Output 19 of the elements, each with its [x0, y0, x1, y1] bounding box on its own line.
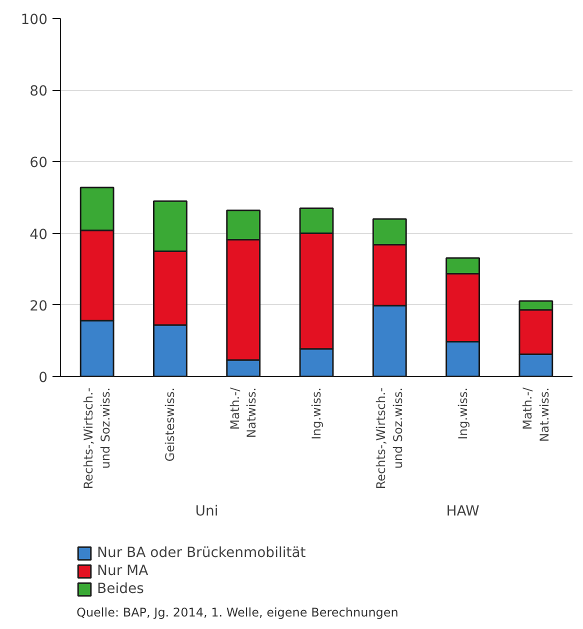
legend-label: Beides	[97, 581, 144, 597]
y-tick-label: 40	[30, 226, 48, 243]
text: HAW	[446, 504, 480, 520]
x-tick-label: Math.-/ Nat.wiss.	[520, 386, 552, 442]
legend-label: Nur MA	[97, 563, 148, 579]
y-tick-label: 0	[38, 370, 48, 386]
x-tick-label: Math.-/ Natwiss.	[228, 386, 259, 438]
y-tick-label: 100	[20, 12, 48, 28]
y-tick-label: 60	[30, 155, 48, 172]
x-tick-label: Ing.wiss.	[456, 387, 470, 440]
x-tick-label: Ing.wiss.	[310, 387, 324, 440]
legend-label: Nur BA oder Brückenmobilität	[97, 545, 306, 561]
source-note: Quelle: BAP, Jg. 2014, 1. Welle, eigene Berechnungen	[76, 606, 398, 620]
text: Uni	[195, 504, 218, 520]
x-tick-label: Rechts-,Wirtsch.- und Soz.wiss.	[374, 387, 406, 490]
y-tick-label: 20	[30, 298, 48, 314]
x-tick-label: Rechts-,Wirtsch.- und Soz.wiss.	[82, 387, 112, 490]
y-tick-label: 80	[30, 84, 48, 100]
x-tick-label: Geisteswiss.	[163, 387, 178, 462]
